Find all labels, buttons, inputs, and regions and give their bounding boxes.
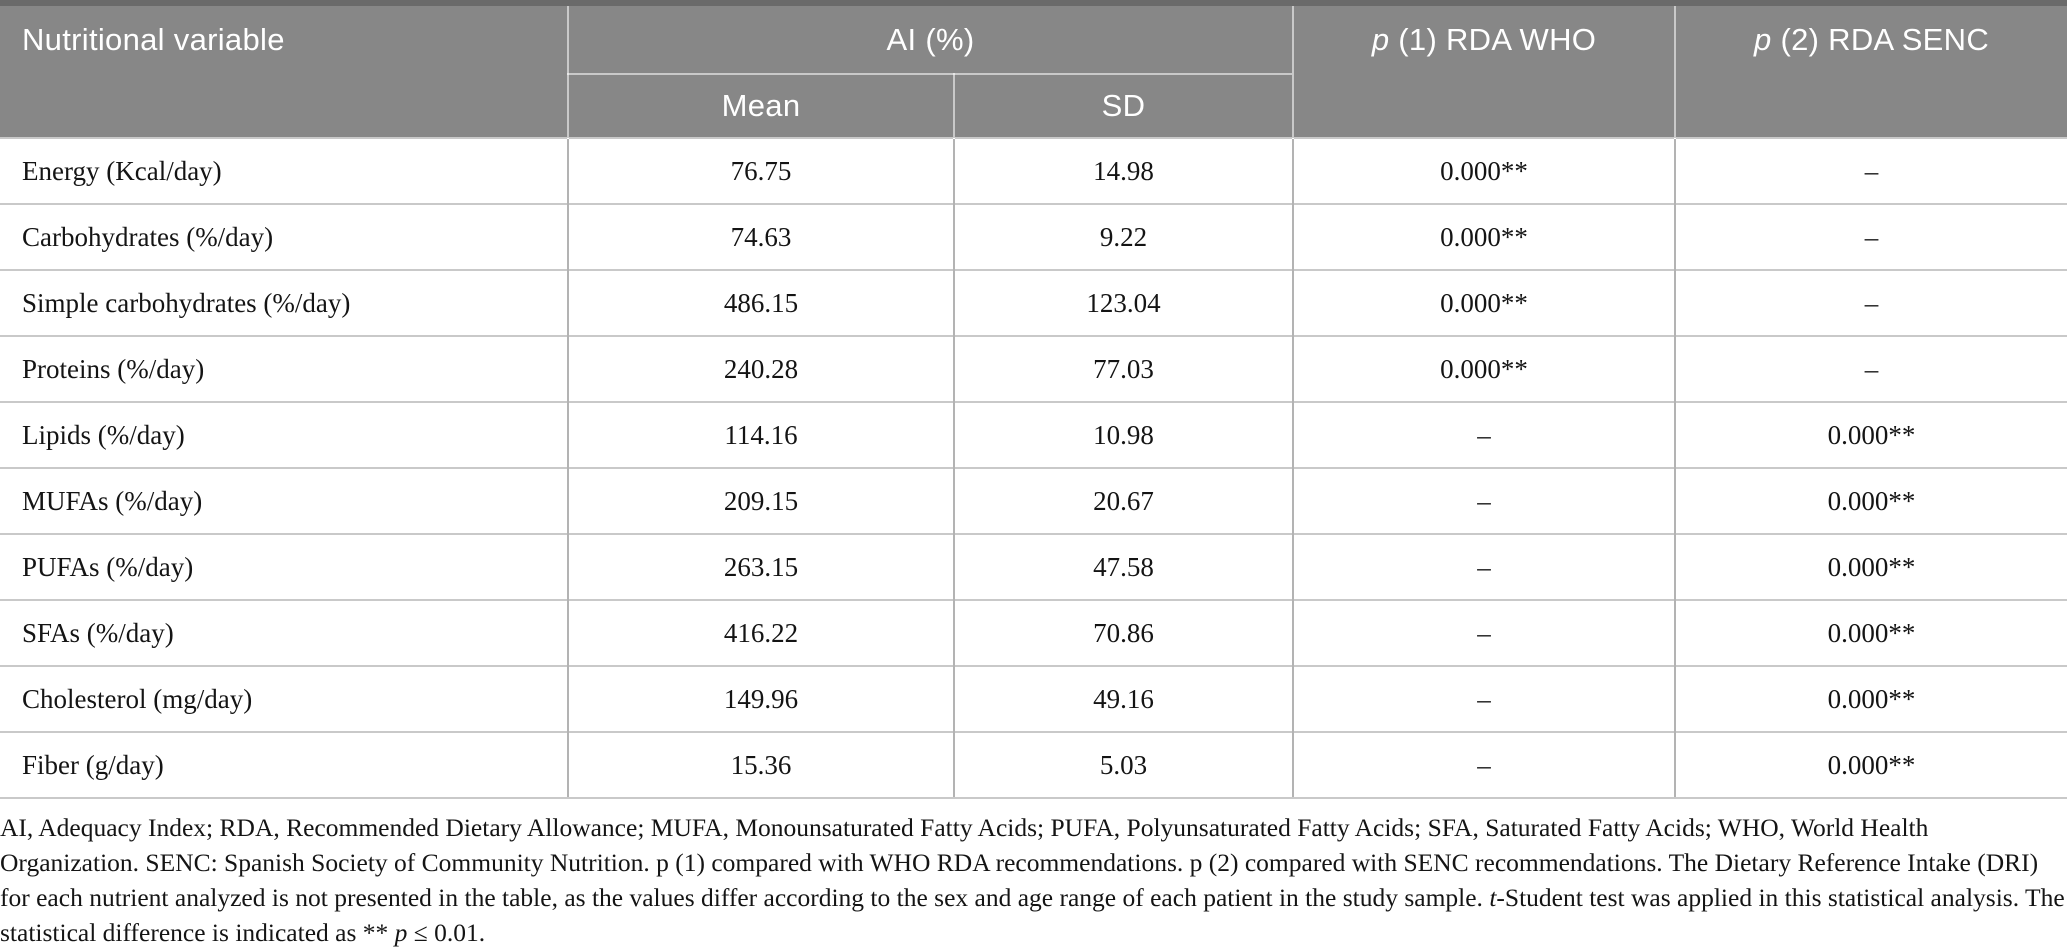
p1-label: (1) RDA WHO (1389, 22, 1597, 57)
footnote-segment: AI, Adequacy Index; RDA, Recommended Die… (0, 813, 2039, 912)
header-p1-rda-who: p (1) RDA WHO (1292, 0, 1676, 138)
table-row: Cholesterol (mg/day) 149.96 49.16–0.000** (0, 665, 2067, 732)
row-label: Proteins (%/day) (0, 335, 568, 402)
p1-value: 0.000** (1292, 335, 1676, 402)
p1-value: – (1292, 401, 1676, 468)
p2-value: 0.000** (1674, 533, 2067, 600)
sd-value: 14.98 (952, 137, 1294, 204)
table-row: MUFAs (%/day) 209.15 20.67–0.000** (0, 467, 2067, 534)
mean-value: 486.15 (567, 269, 954, 336)
p2-label: (2) RDA SENC (1771, 22, 1990, 57)
footnote-segment: ≤ 0.01. (407, 918, 486, 947)
header-row-1: Nutritional variable AI (%) p (1) RDA WH… (0, 0, 2067, 138)
mean-value: 416.22 (567, 599, 954, 666)
mean-value: 240.28 (567, 335, 954, 402)
table-header: Nutritional variable AI (%) p (1) RDA WH… (0, 0, 2067, 138)
p2-value: – (1674, 203, 2067, 270)
p2-value: 0.000** (1674, 401, 2067, 468)
p1-value: – (1292, 665, 1676, 732)
mean-value: 76.75 (567, 137, 954, 204)
row-label: PUFAs (%/day) (0, 533, 568, 600)
row-label: Carbohydrates (%/day) (0, 203, 568, 270)
p2-value: 0.000** (1674, 467, 2067, 534)
p1-value: 0.000** (1292, 269, 1676, 336)
p2-value: – (1674, 335, 2067, 402)
row-label: Energy (Kcal/day) (0, 137, 568, 204)
p2-italic-p: p (1753, 22, 1772, 57)
sd-value: 70.86 (952, 599, 1294, 666)
p1-value: – (1292, 731, 1676, 799)
table-body: Energy (Kcal/day) 76.75 14.98 0.000** – Carbo… (0, 137, 2067, 799)
p1-value: – (1292, 533, 1676, 600)
mean-value: 209.15 (567, 467, 954, 534)
p2-value: 0.000** (1674, 599, 2067, 666)
sd-value: 5.03 (952, 731, 1294, 799)
row-label: Lipids (%/day) (0, 401, 568, 468)
table-row: Fiber (g/day) 15.36 5.03–0.000** (0, 731, 2067, 799)
p2-value: – (1674, 137, 2067, 204)
table-row: SFAs (%/day) 416.22 70.86–0.000** (0, 599, 2067, 666)
footnote-italic-segment: t (1489, 883, 1497, 912)
p1-value: 0.000** (1292, 203, 1676, 270)
table-row: Simple carbohydrates (%/day) 486.15 123.04… (0, 269, 2067, 336)
mean-value: 114.16 (567, 401, 954, 468)
row-label: SFAs (%/day) (0, 599, 568, 666)
header-nutritional-variable: Nutritional variable (0, 0, 568, 138)
table-row: Proteins (%/day) 240.28 77.03 0.000** – (0, 335, 2067, 402)
p2-value: 0.000** (1674, 665, 2067, 732)
footnote-italic-segment: p (394, 918, 408, 947)
mean-value: 149.96 (567, 665, 954, 732)
row-label: Cholesterol (mg/day) (0, 665, 568, 732)
row-label: Fiber (g/day) (0, 731, 568, 799)
header-ai-percent: AI (%) (566, 0, 1294, 75)
table-row: PUFAs (%/day) 263.15 47.58–0.000** (0, 533, 2067, 600)
sd-value: 47.58 (952, 533, 1294, 600)
sd-value: 20.67 (952, 467, 1294, 534)
mean-value: 74.63 (567, 203, 954, 270)
header-mean: Mean (567, 74, 954, 138)
p1-italic-p: p (1371, 22, 1390, 57)
header-sd: SD (952, 74, 1294, 138)
row-label: Simple carbohydrates (%/day) (0, 269, 568, 336)
p1-value: – (1292, 467, 1676, 534)
header-row-2: Mean SD (0, 74, 2067, 138)
table-row: Energy (Kcal/day) 76.75 14.98 0.000** – (0, 137, 2067, 204)
p2-value: 0.000** (1674, 731, 2067, 799)
table-row: Carbohydrates (%/day) 74.63 9.22 0.000** – (0, 203, 2067, 270)
sd-value: 9.22 (952, 203, 1294, 270)
row-label: MUFAs (%/day) (0, 467, 568, 534)
header-p2-rda-senc: p (2) RDA SENC (1674, 0, 2067, 138)
table-footnote: AI, Adequacy Index; RDA, Recommended Die… (0, 810, 2067, 950)
mean-value: 15.36 (567, 731, 954, 799)
nutrition-table: Nutritional variable AI (%) p (1) RDA WH… (0, 0, 2067, 799)
table-row: Lipids (%/day) 114.16 10.98–0.000** (0, 401, 2067, 468)
mean-value: 263.15 (567, 533, 954, 600)
sd-value: 49.16 (952, 665, 1294, 732)
sd-value: 77.03 (952, 335, 1294, 402)
sd-value: 10.98 (952, 401, 1294, 468)
p2-value: – (1674, 269, 2067, 336)
p1-value: 0.000** (1292, 137, 1676, 204)
p1-value: – (1292, 599, 1676, 666)
sd-value: 123.04 (952, 269, 1294, 336)
